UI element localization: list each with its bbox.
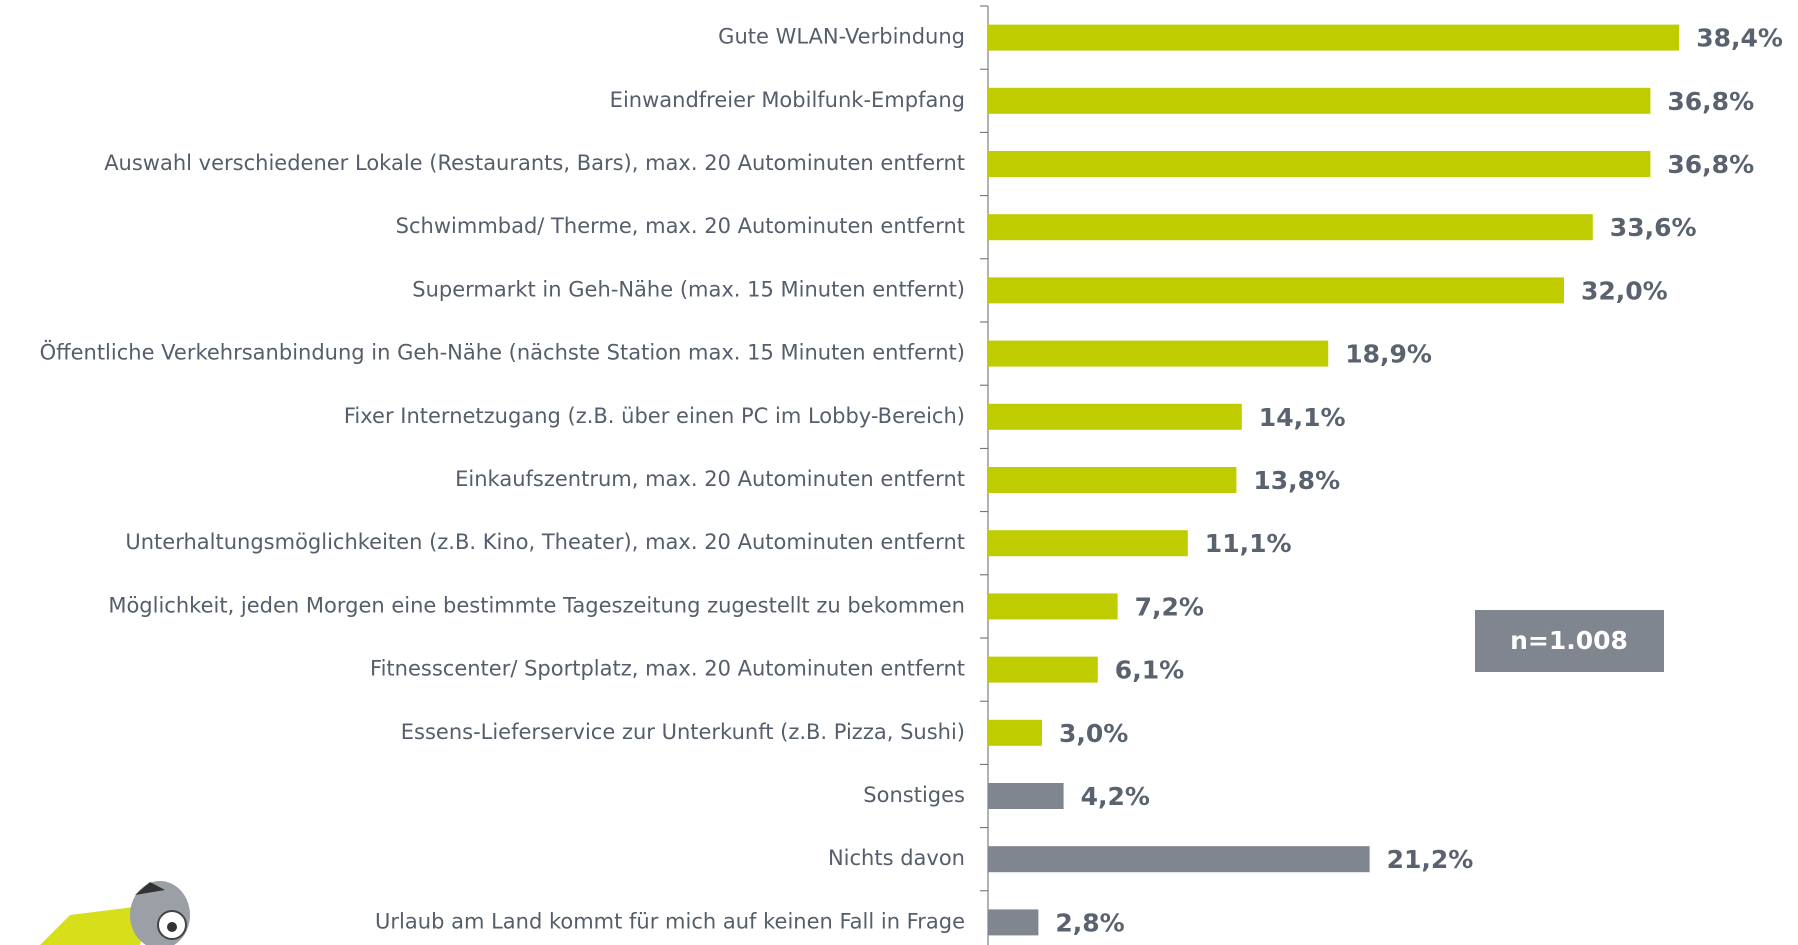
- category-label: Urlaub am Land kommt für mich auf keinen…: [375, 909, 965, 933]
- category-label: Sonstiges: [863, 783, 965, 807]
- category-label: Schwimmbad/ Therme, max. 20 Autominuten …: [396, 214, 965, 238]
- value-label: 18,9%: [1345, 340, 1432, 369]
- value-label: 33,6%: [1610, 213, 1697, 242]
- category-label: Gute WLAN-Verbindung: [718, 25, 965, 49]
- category-label: Auswahl verschiedener Lokale (Restaurant…: [104, 151, 965, 175]
- bar: [988, 783, 1064, 809]
- category-label: Nichts davon: [828, 846, 965, 870]
- category-label: Supermarkt in Geh-Nähe (max. 15 Minuten …: [412, 277, 965, 301]
- value-label: 13,8%: [1253, 466, 1340, 495]
- bar: [988, 151, 1650, 177]
- value-label: 11,1%: [1205, 529, 1292, 558]
- value-label: 36,8%: [1667, 87, 1754, 116]
- category-label: Fitnesscenter/ Sportplatz, max. 20 Autom…: [370, 657, 965, 681]
- value-label: 2,8%: [1055, 908, 1124, 937]
- bar: [988, 214, 1593, 240]
- value-label: 14,1%: [1259, 403, 1346, 432]
- bar: [988, 467, 1236, 493]
- bar: [988, 657, 1098, 683]
- page: n=1.008 Gute WLAN-Verbindung 38,4% Einwand…: [0, 0, 1798, 945]
- annotation: n=1.008: [1510, 626, 1628, 655]
- category-label: Einkaufszentrum, max. 20 Autominuten ent…: [455, 467, 965, 491]
- bar: [988, 25, 1679, 51]
- bar: [988, 88, 1650, 114]
- value-label: 38,4%: [1696, 24, 1783, 53]
- value-label: 4,2%: [1081, 782, 1150, 811]
- value-label: 36,8%: [1667, 150, 1754, 179]
- bar: [988, 593, 1118, 619]
- bar: [988, 341, 1328, 367]
- category-label: Einwandfreier Mobilfunk-Empfang: [610, 88, 965, 112]
- chart: n=1.008 Gute WLAN-Verbindung 38,4% Einwand…: [0, 0, 1798, 945]
- bar: [988, 909, 1038, 935]
- bar: [988, 277, 1564, 303]
- category-label: Öffentliche Verkehrsanbindung in Geh-Näh…: [40, 340, 965, 365]
- bar: [988, 846, 1370, 872]
- mascot: [40, 881, 190, 945]
- value-label: 6,1%: [1115, 656, 1184, 685]
- category-label: Essens-Lieferservice zur Unterkunft (z.B…: [401, 720, 965, 744]
- category-label: Unterhaltungsmöglichkeiten (z.B. Kino, T…: [125, 530, 965, 554]
- bar: [988, 720, 1042, 746]
- value-label: 7,2%: [1135, 592, 1204, 621]
- value-label: 32,0%: [1581, 276, 1668, 305]
- value-label: 21,2%: [1387, 845, 1474, 874]
- category-label: Fixer Internetzugang (z.B. über einen PC…: [344, 404, 965, 428]
- bar: [988, 404, 1242, 430]
- category-label: Möglichkeit, jeden Morgen eine bestimmte…: [108, 593, 965, 617]
- value-label: 3,0%: [1059, 719, 1128, 748]
- bar: [988, 530, 1188, 556]
